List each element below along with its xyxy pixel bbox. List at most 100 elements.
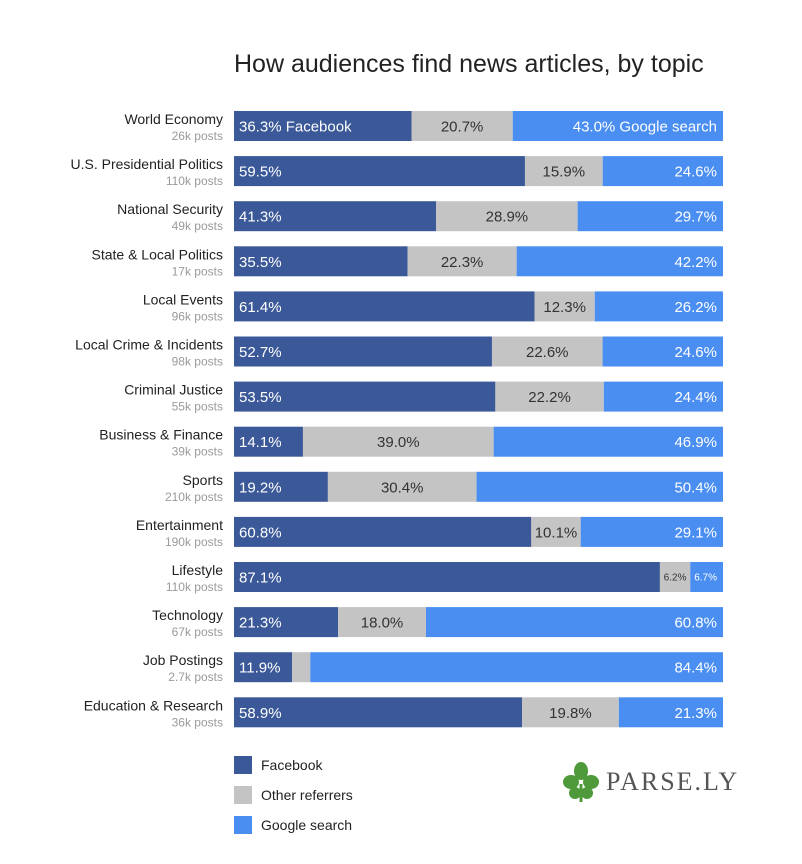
- legend-item-other: Other referrers: [234, 780, 353, 810]
- bar-state-local-politics-facebook: [234, 246, 408, 277]
- bar-lifestyle-facebook: [234, 562, 660, 592]
- data-label-criminal-justice-other-referrers: 22.2%: [528, 389, 571, 406]
- category-label-world-economy: World Economy: [124, 111, 223, 127]
- data-label-education-research-facebook: 58.9%: [239, 705, 282, 722]
- bar-business-finance-google-search: [493, 426, 723, 457]
- legend: Facebook Other referrers Google search: [234, 750, 353, 840]
- post-count-job-postings: 2.7k posts: [168, 670, 223, 684]
- data-label-lifestyle-google-search: 6.7%: [694, 573, 717, 584]
- category-label-technology: Technology: [152, 607, 223, 623]
- post-count-criminal-justice: 55k posts: [172, 400, 223, 414]
- data-label-sports-google-search: 50.4%: [674, 479, 717, 496]
- data-label-education-research-google-search: 21.3%: [674, 705, 717, 722]
- post-count-entertainment: 190k posts: [165, 535, 223, 549]
- data-label-local-events-google-search: 26.2%: [674, 299, 717, 316]
- data-label-lifestyle-facebook: 87.1%: [239, 570, 282, 587]
- bar-state-local-politics-other-referrers: [407, 246, 517, 277]
- bar-u-s-presidential-politics-facebook: [234, 156, 525, 187]
- legend-item-facebook: Facebook: [234, 750, 353, 780]
- data-label-sports-other-referrers: 30.4%: [381, 479, 424, 496]
- post-count-u-s-presidential-politics: 110k posts: [166, 174, 223, 188]
- bar-entertainment-facebook: [234, 516, 532, 547]
- data-label-criminal-justice-facebook: 53.5%: [239, 389, 282, 406]
- category-label-state-local-politics: State & Local Politics: [91, 246, 223, 262]
- category-label-entertainment: Entertainment: [136, 517, 223, 533]
- data-label-local-events-other-referrers: 12.3%: [543, 299, 586, 316]
- bar-local-crime-incidents-facebook: [234, 336, 492, 367]
- bar-education-research-google-search: [618, 697, 723, 728]
- category-label-local-crime-incidents: Local Crime & Incidents: [75, 337, 223, 353]
- bar-job-postings-other-referrers: [292, 652, 311, 683]
- data-label-world-economy-facebook: 36.3% Facebook: [239, 119, 352, 136]
- data-label-job-postings-google-search: 84.4%: [674, 660, 717, 677]
- bar-job-postings-google-search: [310, 652, 723, 683]
- bar-criminal-justice-google-search: [603, 381, 723, 412]
- legend-swatch-google: [234, 816, 252, 834]
- data-label-local-crime-incidents-facebook: 52.7%: [239, 344, 282, 361]
- bar-local-events-other-referrers: [534, 291, 595, 322]
- data-label-world-economy-google-search: 43.0% Google search: [573, 119, 717, 136]
- bar-entertainment-other-referrers: [531, 516, 581, 547]
- legend-swatch-facebook: [234, 756, 252, 774]
- data-label-local-events-facebook: 61.4%: [239, 299, 282, 316]
- post-count-technology: 67k posts: [172, 625, 223, 639]
- bar-criminal-justice-other-referrers: [495, 381, 604, 412]
- bar-local-crime-incidents-other-referrers: [491, 336, 603, 367]
- data-label-local-crime-incidents-other-referrers: 22.6%: [526, 344, 569, 361]
- bar-world-economy-google-search: [512, 111, 723, 141]
- data-label-sports-facebook: 19.2%: [239, 479, 282, 496]
- data-label-national-security-google-search: 29.7%: [674, 209, 717, 226]
- bar-education-research-other-referrers: [522, 697, 619, 728]
- legend-swatch-other: [234, 786, 252, 804]
- data-label-technology-facebook: 21.3%: [239, 615, 282, 632]
- bar-world-economy-facebook: [234, 111, 412, 141]
- legend-label-facebook: Facebook: [261, 757, 323, 773]
- data-label-business-finance-google-search: 46.9%: [674, 434, 717, 451]
- data-label-u-s-presidential-politics-other-referrers: 15.9%: [543, 164, 586, 181]
- data-label-state-local-politics-other-referrers: 22.3%: [441, 254, 484, 271]
- data-label-technology-google-search: 60.8%: [674, 615, 717, 632]
- data-label-u-s-presidential-politics-facebook: 59.5%: [239, 164, 282, 181]
- leaf-logo-icon: [563, 762, 599, 802]
- bar-world-economy-other-referrers: [411, 111, 513, 141]
- data-label-entertainment-other-referrers: 10.1%: [535, 524, 578, 541]
- bar-criminal-justice-facebook: [234, 381, 496, 412]
- bar-entertainment-google-search: [580, 516, 723, 547]
- category-label-local-events: Local Events: [143, 291, 223, 307]
- bar-local-crime-incidents-google-search: [602, 336, 723, 367]
- data-label-lifestyle-other-referrers: 6.2%: [664, 573, 687, 584]
- post-count-lifestyle: 110k posts: [166, 580, 223, 594]
- data-label-criminal-justice-google-search: 24.4%: [674, 389, 717, 406]
- bar-education-research-facebook: [234, 697, 523, 728]
- post-count-national-security: 49k posts: [172, 219, 223, 233]
- data-label-u-s-presidential-politics-google-search: 24.6%: [674, 164, 717, 181]
- data-label-state-local-politics-google-search: 42.2%: [674, 254, 717, 271]
- bar-business-finance-facebook: [234, 426, 303, 457]
- bar-u-s-presidential-politics-google-search: [602, 156, 723, 187]
- bar-local-events-google-search: [594, 291, 723, 322]
- category-label-business-finance: Business & Finance: [99, 427, 223, 443]
- bar-lifestyle-google-search: [690, 562, 723, 592]
- data-label-business-finance-other-referrers: 39.0%: [377, 434, 420, 451]
- data-label-local-crime-incidents-google-search: 24.6%: [674, 344, 717, 361]
- post-count-sports: 210k posts: [165, 490, 223, 504]
- legend-label-google: Google search: [261, 817, 353, 833]
- data-label-education-research-other-referrers: 19.8%: [549, 705, 592, 722]
- category-label-sports: Sports: [183, 472, 223, 488]
- category-label-u-s-presidential-politics: U.S. Presidential Politics: [70, 156, 223, 172]
- bar-state-local-politics-google-search: [516, 246, 723, 277]
- bar-local-events-facebook: [234, 291, 535, 322]
- category-label-national-security: National Security: [117, 201, 223, 217]
- brand-name: PARSE.LY: [606, 767, 740, 796]
- post-count-world-economy: 26k posts: [172, 129, 223, 143]
- post-count-education-research: 36k posts: [172, 715, 223, 729]
- category-label-job-postings: Job Postings: [143, 652, 223, 668]
- category-label-lifestyle: Lifestyle: [172, 562, 224, 578]
- bar-sports-facebook: [234, 471, 328, 502]
- bar-sports-google-search: [476, 471, 723, 502]
- data-label-world-economy-other-referrers: 20.7%: [441, 119, 484, 136]
- bar-u-s-presidential-politics-other-referrers: [524, 156, 603, 187]
- data-label-entertainment-facebook: 60.8%: [239, 524, 282, 541]
- bar-business-finance-other-referrers: [302, 426, 494, 457]
- bar-national-security-facebook: [234, 201, 437, 232]
